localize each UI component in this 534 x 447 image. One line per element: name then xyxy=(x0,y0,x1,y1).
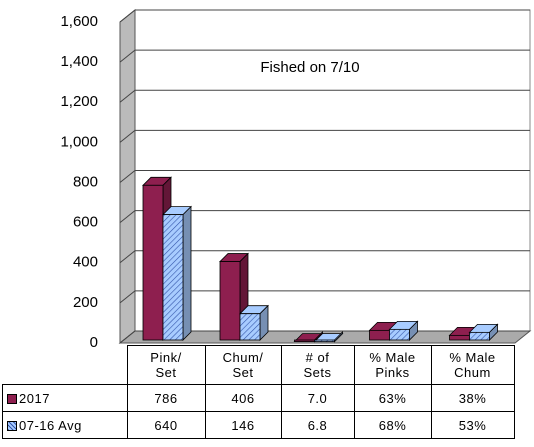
legend-label: 2017 xyxy=(19,390,50,406)
grid-line xyxy=(119,89,530,103)
grid-line xyxy=(119,250,530,264)
y-tick-label: 1,000 xyxy=(60,133,98,150)
bar-side xyxy=(182,205,192,341)
data-label: 146 xyxy=(204,411,282,439)
grid-line xyxy=(119,210,530,224)
data-label: 640 xyxy=(126,411,206,439)
data-label: 406 xyxy=(204,384,282,412)
bar-front xyxy=(239,313,261,341)
bar-front xyxy=(369,329,390,341)
y-tick-label: 1,400 xyxy=(60,53,98,70)
y-tick-label: 600 xyxy=(73,214,98,231)
legend-swatch xyxy=(7,394,17,405)
grid-line xyxy=(119,290,530,304)
x-tick-label: # of Sets xyxy=(280,345,355,385)
legend-swatch xyxy=(7,421,17,432)
y-tick-label: 1,200 xyxy=(60,93,98,110)
grid-line xyxy=(119,129,530,143)
bar-front xyxy=(314,339,335,343)
series-row: 2017 786 406 7.0 63% 38% xyxy=(2,384,515,412)
bar xyxy=(388,320,419,341)
grid-line xyxy=(119,170,530,183)
header-row: Pink/ Set Chum/ Set # of Sets% Male Pinks%… xyxy=(3,345,515,385)
y-tick-label: 400 xyxy=(73,254,98,271)
legend-entry: 2017 xyxy=(2,384,128,412)
bar xyxy=(162,205,192,341)
x-tick-label: Chum/ Set xyxy=(204,345,282,385)
legend-label: 07-16 Avg xyxy=(19,417,82,433)
y-tick-label: 800 xyxy=(73,173,98,190)
bar-front xyxy=(469,331,490,341)
annotation: Fished on 7/10 xyxy=(260,59,359,76)
x-tick-label: % Male Chum xyxy=(430,345,515,385)
grid-line xyxy=(119,9,530,23)
bar-front xyxy=(219,261,241,341)
bar xyxy=(219,252,249,341)
data-label: 786 xyxy=(126,384,206,412)
bar-front xyxy=(162,214,184,341)
series-row: 07-16 Avg 640 146 6.8 68% 53% xyxy=(2,411,515,439)
bar-front xyxy=(449,334,470,341)
x-tick-label: % Male Pinks xyxy=(353,345,432,385)
x-tick-label: Pink/ Set xyxy=(126,345,206,385)
bar xyxy=(239,304,269,341)
bar-front xyxy=(294,339,315,342)
data-label: 7.0 xyxy=(280,384,355,412)
data-table: Pink/ Set Chum/ Set # of Sets% Male Pinks%… xyxy=(2,345,515,439)
data-label: 68% xyxy=(353,411,432,439)
data-label: 53% xyxy=(430,411,515,439)
y-tick-label: 200 xyxy=(73,294,98,311)
grid-line xyxy=(119,49,530,63)
data-label: 38% xyxy=(430,384,515,412)
data-label: 63% xyxy=(353,384,432,412)
legend-entry: 07-16 Avg xyxy=(2,411,128,439)
data-label: 6.8 xyxy=(280,411,355,439)
blank xyxy=(3,346,128,385)
bar-front xyxy=(389,328,410,341)
y-tick-label: 1,600 xyxy=(60,13,98,30)
bar-front xyxy=(142,184,164,341)
y-tick-label: 0 xyxy=(90,334,98,351)
bar xyxy=(468,323,499,341)
bar xyxy=(313,331,344,343)
